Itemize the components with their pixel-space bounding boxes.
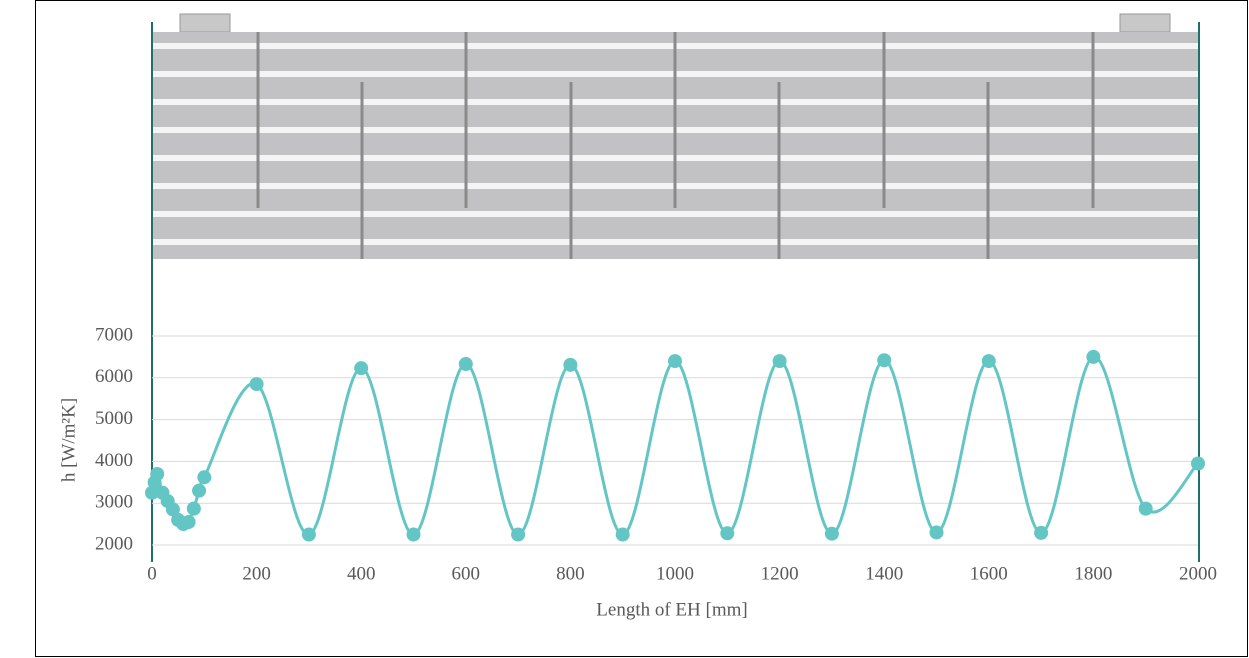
- x-tick-label: 1600: [970, 563, 1008, 584]
- point: [563, 357, 578, 372]
- point: [824, 526, 839, 541]
- y-tick-label: 7000: [95, 324, 133, 345]
- point: [1138, 501, 1153, 516]
- x-tick-label: 0: [147, 563, 157, 584]
- point: [354, 361, 369, 376]
- point: [929, 525, 944, 540]
- x-tick-label: 2000: [1179, 563, 1217, 584]
- frame: [35, 0, 1248, 657]
- point: [197, 470, 212, 485]
- x-tick-label: 200: [242, 563, 271, 584]
- point: [186, 501, 201, 516]
- point: [165, 502, 180, 517]
- x-tick-label: 800: [556, 563, 585, 584]
- y-tick-label: 5000: [95, 408, 133, 429]
- x-tick-label: 1400: [865, 563, 903, 584]
- y-tick-label: 3000: [95, 492, 133, 513]
- y-axis-label: h [W/m²K]: [58, 398, 79, 482]
- baffles: [256, 32, 1095, 259]
- x-tick-label: 1800: [1074, 563, 1112, 584]
- point: [249, 377, 264, 392]
- y-tick-label: 4000: [95, 450, 133, 471]
- point: [458, 357, 473, 372]
- inlet-cap: [179, 13, 231, 33]
- y-tick-label: 2000: [95, 533, 133, 554]
- point: [877, 353, 892, 368]
- point: [1086, 349, 1101, 364]
- x-tick-label: 1000: [656, 563, 694, 584]
- point: [720, 526, 735, 541]
- x-axis-label: Length of EH [mm]: [596, 599, 747, 620]
- point: [511, 527, 526, 542]
- point: [150, 466, 165, 481]
- point: [772, 354, 787, 369]
- point: [1034, 525, 1049, 540]
- point: [145, 485, 159, 500]
- y-tick-label: 6000: [95, 366, 133, 387]
- point: [1191, 456, 1205, 471]
- point: [301, 527, 316, 542]
- outlet-cap: [1119, 13, 1171, 33]
- x-tick-label: 600: [452, 563, 481, 584]
- line: [150, 355, 1200, 537]
- point: [615, 527, 630, 542]
- x-tick-label: 400: [347, 563, 376, 584]
- heat-exchanger-diagram: [152, 13, 1198, 259]
- point: [181, 515, 196, 530]
- point: [981, 354, 996, 369]
- point: [192, 483, 207, 498]
- x-tick-label: 1200: [761, 563, 799, 584]
- point: [668, 354, 682, 369]
- point: [406, 527, 421, 542]
